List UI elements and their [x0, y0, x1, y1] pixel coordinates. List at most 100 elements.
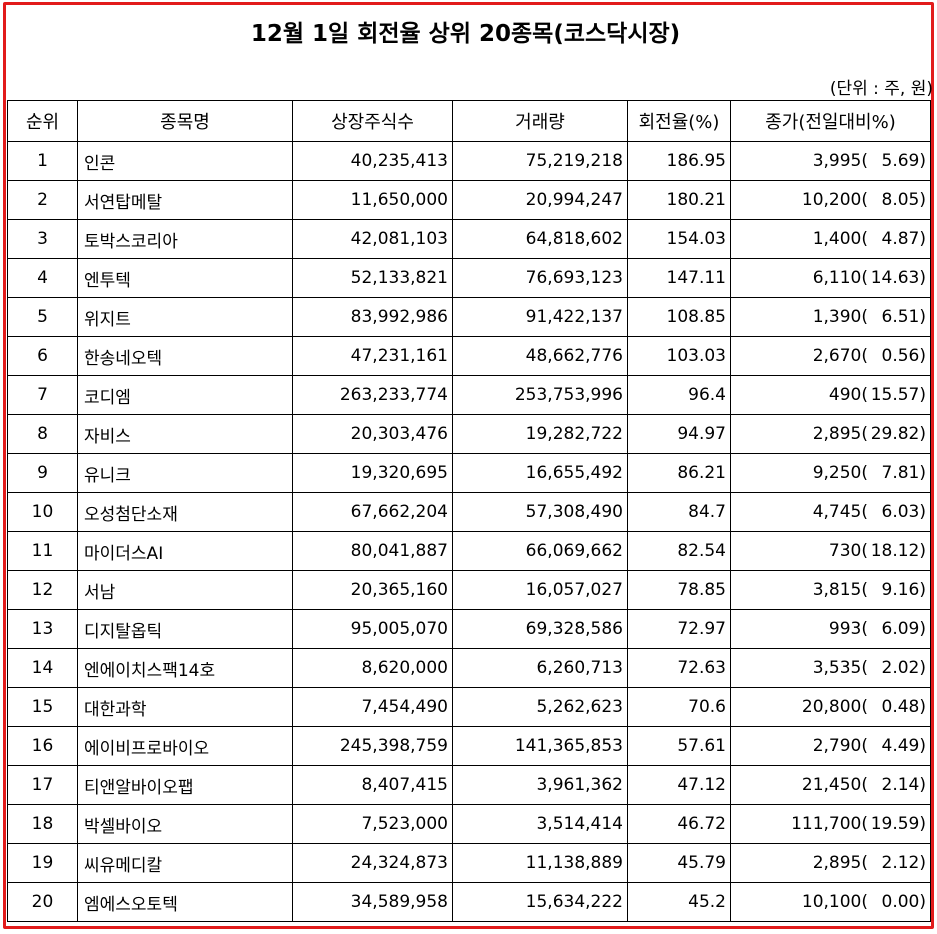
cell-volume: 3,514,414: [452, 804, 628, 844]
cell-volume: 57,308,490: [452, 492, 628, 532]
cell-volume: 3,961,362: [452, 765, 628, 805]
table-header-row: 순위 종목명 상장주식수 거래량 회전율(%) 종가(전일대비%): [7, 100, 931, 142]
cell-rank: 12: [7, 570, 78, 610]
cell-closing-price: 111,700(19.59): [730, 804, 931, 844]
cell-closing-price: 2,670( 0.56): [730, 336, 931, 376]
table-row: 13 디지탈옵틱 95,005,070 69,328,586 72.97 993(6.09…: [7, 609, 931, 649]
closing-price-value: 21,450(: [801, 775, 868, 795]
closing-price-value: 3,815(: [812, 580, 868, 600]
cell-volume: 5,262,623: [452, 687, 628, 727]
price-change-percent: 4.49): [881, 736, 926, 756]
price-change-percent: 5.69): [881, 151, 926, 171]
table-row: 17 티앤알바이오팹 8,407,415 3,961,362 47.12 21,450(2…: [7, 765, 931, 805]
cell-closing-price: 730(18.12): [730, 531, 931, 571]
header-rank: 순위: [7, 100, 78, 142]
cell-volume: 64,818,602: [452, 219, 628, 259]
price-change-percent: 29.82): [870, 424, 926, 444]
cell-volume: 11,138,889: [452, 843, 628, 883]
cell-volume: 253,753,996: [452, 375, 628, 415]
cell-rank: 9: [7, 453, 78, 493]
cell-stock-name: 박셀바이오: [77, 804, 293, 844]
price-change-percent: 0.56): [881, 346, 926, 366]
cell-volume: 66,069,662: [452, 531, 628, 571]
cell-listed-shares: 83,992,986: [292, 297, 453, 337]
cell-volume: 48,662,776: [452, 336, 628, 376]
cell-stock-name: 디지탈옵틱: [77, 609, 293, 649]
closing-price-value: 10,100(: [801, 892, 868, 912]
cell-rank: 15: [7, 687, 78, 727]
cell-listed-shares: 42,081,103: [292, 219, 453, 259]
cell-listed-shares: 8,620,000: [292, 648, 453, 688]
closing-price-value: 10,200(: [801, 190, 868, 210]
price-change-percent: 15.57): [870, 385, 926, 405]
cell-volume: 20,994,247: [452, 180, 628, 220]
cell-rank: 13: [7, 609, 78, 649]
price-change-percent: 9.16): [881, 580, 926, 600]
cell-closing-price: 993(6.09): [730, 609, 931, 649]
page-title: 12월 1일 회전율 상위 20종목(코스닥시장): [250, 21, 681, 47]
cell-stock-name: 위지트: [77, 297, 293, 337]
table-body: 1 인콘 40,235,413 75,219,218 186.95 3,995(5.69)…: [7, 141, 931, 922]
unit-note: (단위 : 주, 원): [829, 79, 933, 99]
cell-listed-shares: 8,407,415: [292, 765, 453, 805]
cell-volume: 15,634,222: [452, 882, 628, 922]
closing-price-value: 730(: [828, 541, 868, 561]
cell-stock-name: 엔에이치스팩14호: [77, 648, 293, 688]
cell-stock-name: 대한과학: [77, 687, 293, 727]
cell-turnover: 94.97: [627, 414, 731, 454]
cell-listed-shares: 52,133,821: [292, 258, 453, 298]
table-row: 18 박셀바이오 7,523,000 3,514,414 46.72 111,700(19…: [7, 804, 931, 844]
closing-price-value: 2,895(: [812, 853, 868, 873]
cell-stock-name: 서남: [77, 570, 293, 610]
cell-turnover: 47.12: [627, 765, 731, 805]
cell-listed-shares: 19,320,695: [292, 453, 453, 493]
table-row: 2 서연탑메탈 11,650,000 20,994,247 180.21 10,200(8…: [7, 180, 931, 220]
cell-stock-name: 엠에스오토텍: [77, 882, 293, 922]
price-change-percent: 0.48): [881, 697, 926, 717]
price-change-percent: 0.00): [881, 892, 926, 912]
cell-listed-shares: 245,398,759: [292, 726, 453, 766]
header-name: 종목명: [77, 100, 293, 142]
closing-price-value: 111,700(: [791, 814, 868, 834]
price-change-percent: 8.05): [881, 190, 926, 210]
cell-stock-name: 마이더스AI: [77, 531, 293, 571]
cell-stock-name: 인콘: [77, 141, 293, 181]
cell-listed-shares: 95,005,070: [292, 609, 453, 649]
cell-volume: 19,282,722: [452, 414, 628, 454]
closing-price-value: 2,670(: [812, 346, 868, 366]
cell-rank: 19: [7, 843, 78, 883]
cell-listed-shares: 7,523,000: [292, 804, 453, 844]
cell-closing-price: 490(15.57): [730, 375, 931, 415]
cell-closing-price: 1,400(4.87): [730, 219, 931, 259]
table-row: 1 인콘 40,235,413 75,219,218 186.95 3,995(5.69): [7, 141, 931, 181]
cell-listed-shares: 263,233,774: [292, 375, 453, 415]
cell-rank: 1: [7, 141, 78, 181]
cell-turnover: 147.11: [627, 258, 731, 298]
cell-stock-name: 자비스: [77, 414, 293, 454]
header-closing-price: 종가(전일대비%): [730, 100, 931, 142]
closing-price-value: 2,895(: [812, 424, 868, 444]
closing-price-value: 1,390(: [812, 307, 868, 327]
cell-closing-price: 10,100( 0.00): [730, 882, 931, 922]
price-change-percent: 19.59): [870, 814, 926, 834]
cell-rank: 16: [7, 726, 78, 766]
cell-turnover: 96.4: [627, 375, 731, 415]
cell-closing-price: 4,745(6.03): [730, 492, 931, 532]
cell-turnover: 70.6: [627, 687, 731, 727]
cell-stock-name: 코디엠: [77, 375, 293, 415]
cell-listed-shares: 7,454,490: [292, 687, 453, 727]
cell-rank: 7: [7, 375, 78, 415]
cell-turnover: 180.21: [627, 180, 731, 220]
price-change-percent: 7.81): [881, 463, 926, 483]
cell-stock-name: 엔투텍: [77, 258, 293, 298]
cell-closing-price: 20,800(0.48): [730, 687, 931, 727]
cell-turnover: 78.85: [627, 570, 731, 610]
table-row: 3 토박스코리아 42,081,103 64,818,602 154.03 1,400(4…: [7, 219, 931, 259]
cell-closing-price: 3,815( 9.16): [730, 570, 931, 610]
cell-closing-price: 3,535(2.02): [730, 648, 931, 688]
table-row: 11 마이더스AI 80,041,887 66,069,662 82.54 730(18.…: [7, 531, 931, 571]
header-volume: 거래량: [452, 100, 628, 142]
cell-stock-name: 토박스코리아: [77, 219, 293, 259]
cell-closing-price: 9,250(7.81): [730, 453, 931, 493]
cell-rank: 14: [7, 648, 78, 688]
